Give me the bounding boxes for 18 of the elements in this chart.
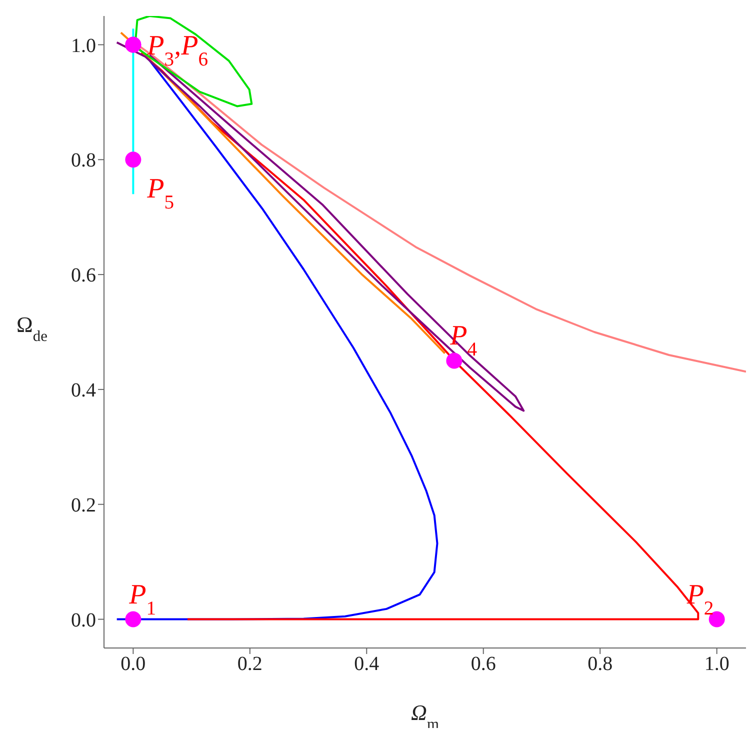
annotation: P$_{2}$ [686, 579, 714, 619]
y-tick-label: 0.8 [71, 150, 96, 172]
x-tick-label: 1.0 [704, 653, 730, 676]
annotation: P$_{1}$ [128, 579, 156, 619]
y-tick-label: 0.6 [71, 264, 96, 287]
x-tick-label: 0.8 [588, 653, 613, 676]
x-tick-label: 0.6 [470, 653, 496, 676]
y-tick-label: 1.0 [71, 34, 96, 57]
y-tick-label: 0.4 [71, 380, 96, 402]
y-tick-label: 0.2 [71, 494, 96, 516]
annotation: P$_{5}$ [146, 174, 174, 214]
x-tick-label: 0.0 [120, 653, 146, 676]
x-tick-label: 0.4 [354, 653, 380, 676]
y-axis-title: Ω$_{de}$ [16, 312, 48, 344]
annotation: P$_{4}$ [449, 320, 478, 360]
y-tick-label: 0.0 [71, 609, 96, 632]
x-tick-label: 0.2 [237, 653, 262, 676]
annotation: P$_{3}$,P$_{6}$ [146, 30, 208, 70]
